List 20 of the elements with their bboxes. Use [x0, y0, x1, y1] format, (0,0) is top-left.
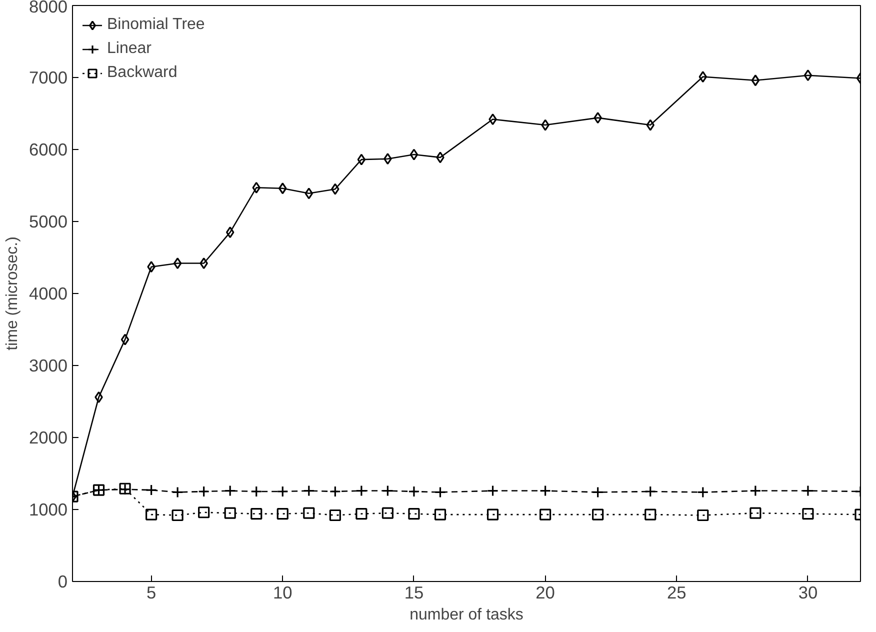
legend-label: Binomial Tree: [107, 15, 205, 35]
y-tick-label: 2000: [28, 428, 68, 448]
x-axis-title: number of tasks: [410, 606, 524, 624]
y-tick-label: 8000: [28, 0, 68, 16]
y-tick-label: 7000: [28, 68, 68, 88]
x-tick-label: 25: [666, 582, 686, 602]
y-tick-label: 6000: [28, 140, 68, 160]
legend-label: Linear: [107, 39, 152, 59]
x-tick-label: 10: [272, 582, 292, 602]
y-tick-label: 1000: [28, 500, 68, 520]
y-axis-title: time (microsec.): [4, 236, 21, 350]
y-tick-label: 0: [58, 572, 68, 592]
y-tick-label: 4000: [28, 284, 68, 304]
x-tick-label: 15: [404, 582, 424, 602]
x-tick-label: 20: [536, 582, 555, 602]
y-tick-label: 5000: [28, 212, 68, 232]
y-tick-label: 3000: [28, 356, 68, 376]
x-tick-label: 5: [146, 582, 156, 602]
legend-label: Backward: [107, 63, 178, 83]
x-tick-label: 30: [798, 582, 818, 602]
